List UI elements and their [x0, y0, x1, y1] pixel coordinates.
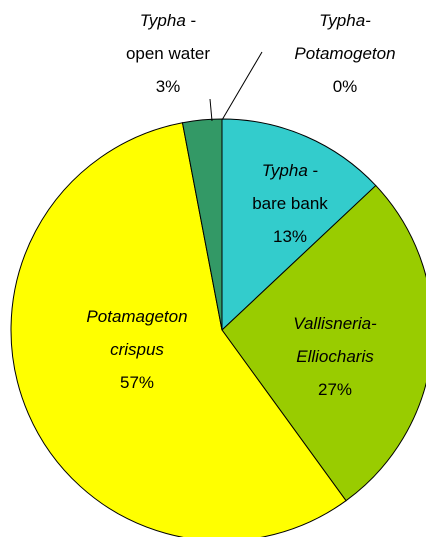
slice-label: Typha - open water 3%: [126, 11, 210, 96]
value-label: 57%: [120, 373, 154, 392]
value-label: 27%: [318, 380, 352, 399]
value-label: 13%: [273, 227, 307, 246]
label-text: -: [186, 11, 196, 30]
label-text: Potamageton: [86, 307, 187, 326]
label-text: bare bank: [252, 194, 328, 213]
pie-slice: [181, 118, 223, 331]
leader-line: [221, 51, 263, 121]
pie-slice: [221, 118, 377, 332]
value-label: 3%: [156, 77, 181, 96]
label-text: Typha-: [319, 11, 371, 30]
label-text: open water: [126, 44, 210, 63]
label-text: Typha: [262, 161, 308, 180]
pie-slice: [10, 122, 347, 537]
slice-label: Typha - bare bank 13%: [252, 161, 328, 246]
label-text: Potamogeton: [294, 44, 395, 63]
slice-label: Vallisneria- Elliocharis 27%: [293, 314, 377, 399]
leader-line: [209, 98, 213, 122]
label-text: Vallisneria-: [293, 314, 377, 333]
slice-label: Potamageton crispus 57%: [86, 307, 187, 392]
value-label: 0%: [333, 77, 358, 96]
label-text: crispus: [110, 340, 164, 359]
label-text: Elliocharis: [296, 347, 374, 366]
pie-slice: [221, 184, 426, 502]
label-text: Typha: [140, 11, 186, 30]
slice-label: Typha- Potamogeton 0%: [294, 11, 395, 96]
label-text: -: [308, 161, 318, 180]
